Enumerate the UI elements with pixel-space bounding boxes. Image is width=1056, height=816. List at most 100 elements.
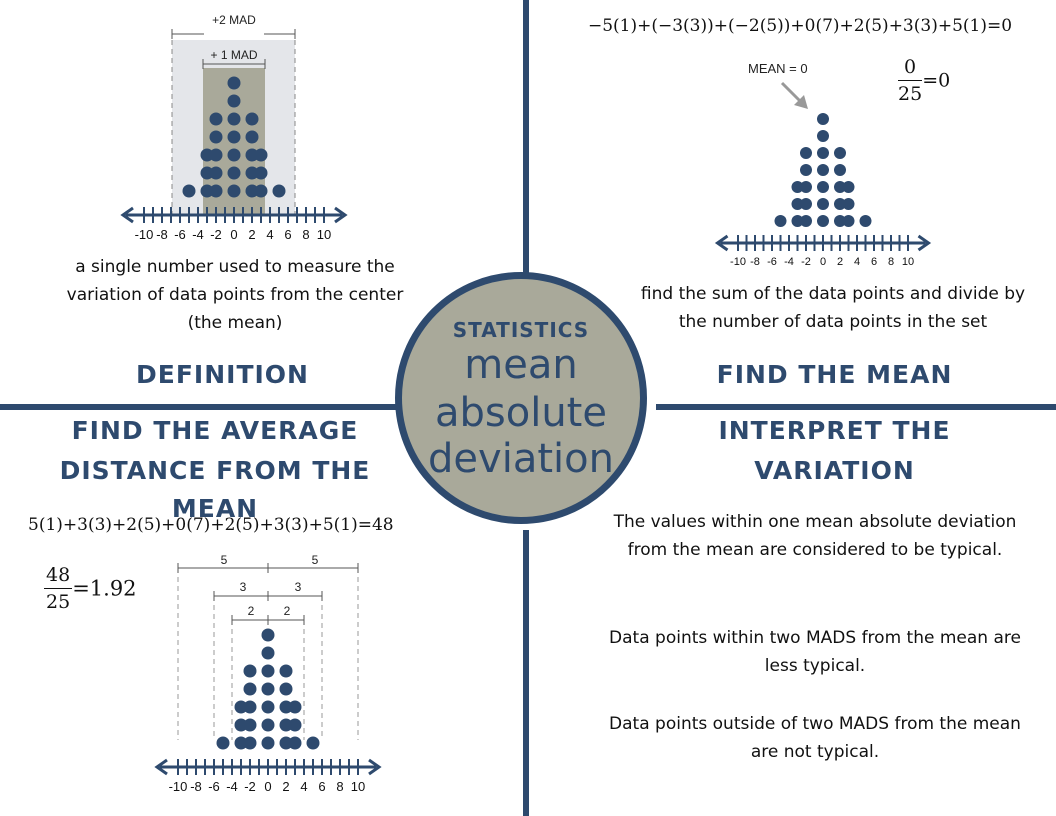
center-title-mean: mean <box>464 342 578 388</box>
tick-label: -4 <box>192 227 204 242</box>
data-dot <box>245 184 259 198</box>
mean-label: MEAN = 0 <box>748 61 808 76</box>
tick-label: 0 <box>820 256 826 268</box>
data-dot <box>245 112 259 126</box>
data-dot <box>800 198 812 210</box>
data-dot <box>834 215 846 227</box>
tick-label: 8 <box>302 227 309 242</box>
data-dot <box>279 736 293 750</box>
data-dot <box>261 682 275 696</box>
data-dot <box>791 198 804 210</box>
tick-label: 0 <box>264 779 271 794</box>
tick-label: -6 <box>208 779 220 794</box>
data-dot <box>216 736 230 750</box>
bracket-label-3-left: 3 <box>240 580 247 594</box>
center-title-small: STATISTICS <box>452 318 590 342</box>
tick-label: 6 <box>871 256 877 268</box>
data-dot <box>182 184 196 198</box>
data-dot <box>279 700 293 714</box>
data-dot <box>254 148 268 162</box>
data-dot <box>261 736 275 750</box>
data-dot <box>774 215 787 227</box>
definition-dot-plot: +2 MAD + 1 MAD -10 -8 -6 -4 -2 0 2 4 6 8 10 <box>120 13 348 242</box>
arrow-right <box>917 234 932 252</box>
interpret-heading-1: INTERPRET THE <box>718 416 951 445</box>
data-dot <box>817 181 829 193</box>
data-dot <box>234 718 248 732</box>
tick-label: 2 <box>837 256 843 268</box>
data-dot <box>800 215 812 227</box>
data-dot <box>834 164 846 176</box>
data-dot <box>261 718 275 732</box>
tick-label: 6 <box>318 779 325 794</box>
center-circle <box>395 272 647 524</box>
data-dot <box>800 164 812 176</box>
data-dot <box>817 164 829 176</box>
data-dot <box>842 215 855 227</box>
tick-label: -10 <box>169 779 188 794</box>
tick-label: -4 <box>784 256 794 268</box>
data-dot <box>279 682 293 696</box>
data-dot <box>243 736 257 750</box>
find-mean-text: find the sum of the data points and divi… <box>640 284 1026 332</box>
average-fraction: 48 25 =1.92 <box>44 562 137 615</box>
data-dot <box>209 166 223 180</box>
data-dot <box>209 184 223 198</box>
center-title-deviation: deviation <box>428 436 614 482</box>
tick-label: 8 <box>336 779 343 794</box>
tick-label: -10 <box>135 227 154 242</box>
bracket-label-3-right: 3 <box>295 580 302 594</box>
data-dot <box>817 147 829 159</box>
data-dot <box>817 130 829 142</box>
interpret-para-3: Data points outside of two MADS from the… <box>609 714 1021 762</box>
data-dot <box>842 198 855 210</box>
tick-label: 4 <box>266 227 273 242</box>
data-dot <box>834 147 846 159</box>
vertical-divider-bottom <box>523 530 529 816</box>
data-dot <box>817 198 829 210</box>
bracket-label-2-left: 2 <box>248 604 255 618</box>
data-dot <box>261 628 275 642</box>
data-dot <box>842 181 855 193</box>
data-dot <box>817 113 829 125</box>
data-dot <box>200 184 214 198</box>
center-title-absolute: absolute <box>435 390 607 436</box>
data-dot <box>800 181 812 193</box>
tick-label: 10 <box>902 256 914 268</box>
tick-label: 10 <box>351 779 365 794</box>
definition-text: a single number used to measure the vari… <box>66 257 404 333</box>
data-dot <box>261 700 275 714</box>
data-dot <box>200 166 214 180</box>
vertical-divider-top <box>523 0 529 284</box>
data-dot <box>227 130 241 144</box>
data-dot <box>234 736 248 750</box>
data-dot <box>817 215 829 227</box>
mean-fraction: 0 25 =0 <box>898 54 950 107</box>
data-dot <box>261 664 275 678</box>
interpret-heading-2: VARIATION <box>754 456 915 485</box>
bracket-label-2-right: 2 <box>284 604 291 618</box>
tick-label: 6 <box>284 227 291 242</box>
tick-label: -4 <box>226 779 238 794</box>
mad1-label: + 1 MAD <box>210 48 257 62</box>
interpret-para-1: The values within one mean absolute devi… <box>613 512 1017 560</box>
tick-label: 10 <box>317 227 331 242</box>
tick-label: 2 <box>248 227 255 242</box>
data-dot <box>288 700 302 714</box>
average-distance-heading-1: FIND THE AVERAGE <box>71 416 359 445</box>
horizontal-divider-left <box>0 404 400 410</box>
data-dot <box>834 198 846 210</box>
data-dot <box>209 130 223 144</box>
data-dot <box>245 130 259 144</box>
data-dot <box>288 736 302 750</box>
tick-label: -8 <box>190 779 202 794</box>
data-dot <box>209 148 223 162</box>
data-dot <box>859 215 872 227</box>
data-dot <box>227 148 241 162</box>
data-dot <box>227 112 241 126</box>
data-dot <box>834 181 846 193</box>
tick-label: 2 <box>282 779 289 794</box>
data-dot <box>200 148 214 162</box>
interpret-para-2: Data points within two MADS from the mea… <box>609 628 1021 676</box>
average-distance-dot-plot: 5 5 3 3 2 2 -10 -8 -6 -4 -2 0 2 4 6 8 10 <box>154 553 382 794</box>
